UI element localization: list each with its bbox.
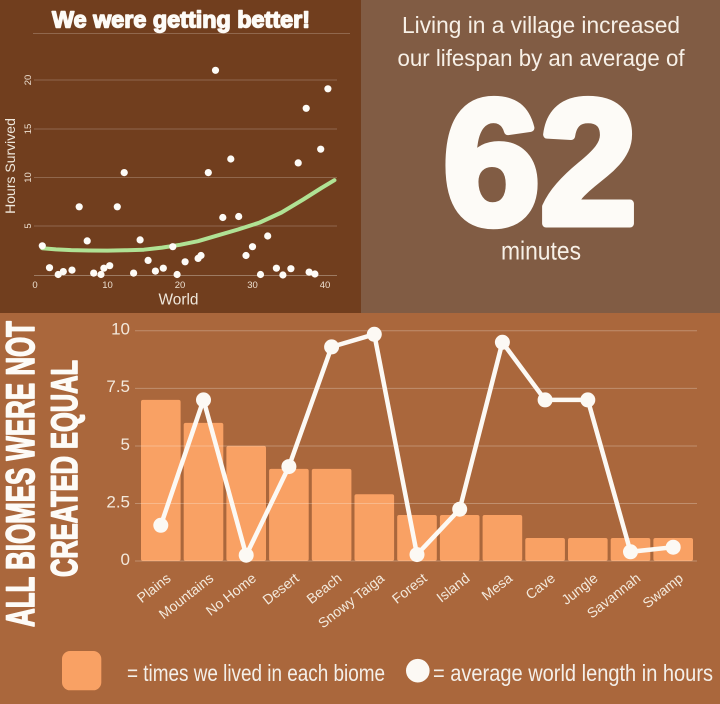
svg-text:0: 0 [121, 550, 130, 569]
svg-text:Mesa: Mesa [478, 570, 515, 604]
svg-text:10: 10 [111, 320, 130, 339]
svg-text:Living in a village increased: Living in a village increased [402, 12, 680, 38]
svg-text:7.5: 7.5 [106, 377, 130, 396]
svg-text:Forest: Forest [389, 570, 430, 607]
svg-text:We were getting better!: We were getting better! [52, 7, 310, 33]
svg-text:Island: Island [433, 570, 472, 606]
svg-text:20: 20 [175, 280, 186, 291]
svg-text:= average world length in hour: = average world length in hours [433, 660, 713, 686]
svg-text:20: 20 [23, 75, 34, 86]
svg-text:30: 30 [247, 280, 258, 291]
svg-text:2.5: 2.5 [106, 492, 130, 511]
svg-text:10: 10 [102, 280, 113, 291]
svg-text:Desert: Desert [259, 570, 301, 608]
svg-text:ALL BIOMES WERE NOT: ALL BIOMES WERE NOT [0, 321, 43, 627]
svg-text:Swamp: Swamp [639, 570, 686, 611]
svg-text:40: 40 [320, 280, 331, 291]
svg-text:CREATED EQUAL: CREATED EQUAL [44, 360, 85, 577]
svg-text:our lifespan by an average of: our lifespan by an average of [398, 45, 685, 71]
svg-text:10: 10 [23, 172, 34, 183]
svg-text:62: 62 [443, 64, 637, 262]
svg-text:5: 5 [121, 435, 130, 454]
svg-text:Hours Survived: Hours Survived [2, 118, 18, 214]
svg-text:World: World [159, 292, 199, 309]
svg-text:0: 0 [32, 280, 37, 291]
svg-text:15: 15 [23, 124, 34, 135]
svg-text:= times we lived in each biome: = times we lived in each biome [127, 660, 385, 686]
svg-text:Cave: Cave [522, 570, 558, 603]
svg-text:minutes: minutes [501, 236, 581, 266]
svg-text:5: 5 [23, 223, 34, 228]
